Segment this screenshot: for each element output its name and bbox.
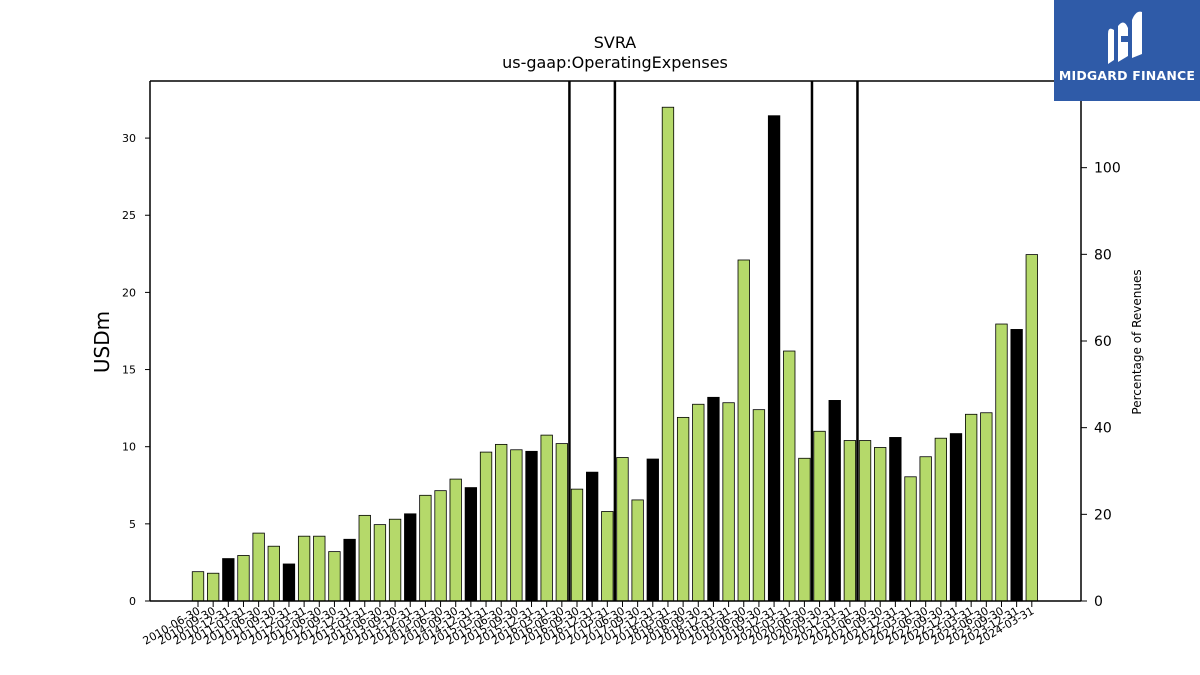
bar-2010-09-30 bbox=[207, 572, 220, 602]
logo-text: MIDGARD FINANCE bbox=[1058, 68, 1196, 83]
bar-2013-06-30 bbox=[373, 524, 387, 602]
bar-2011-03-31 bbox=[237, 555, 250, 602]
bar-2016-12-31 bbox=[586, 471, 599, 602]
bar-2020-12-31 bbox=[828, 400, 841, 602]
bar-2013-12-31 bbox=[404, 513, 417, 602]
y-right-tick-label: 80 bbox=[1094, 247, 1112, 263]
y-tick-label: 25 bbox=[122, 209, 136, 222]
bar-2019-09-30 bbox=[752, 409, 766, 602]
bar-2012-09-30 bbox=[328, 551, 341, 602]
bar-2022-03-31 bbox=[904, 476, 917, 602]
right-y-ticks: 0 20 40 60 80 100 bbox=[1081, 161, 1121, 610]
bar-2017-03-31 bbox=[601, 511, 614, 602]
bar-2011-09-30 bbox=[267, 545, 280, 602]
y-right-tick-label: 20 bbox=[1094, 507, 1112, 523]
bar-2021-03-31 bbox=[843, 440, 857, 602]
bar-2013-09-30 bbox=[388, 518, 402, 602]
bar-2019-06-30 bbox=[737, 259, 750, 602]
bar-2018-03-31 bbox=[661, 106, 675, 602]
bar-2014-03-31 bbox=[419, 494, 432, 602]
bars-group bbox=[191, 106, 1038, 602]
y-tick-label: 30 bbox=[122, 132, 136, 145]
bar-2011-06-30 bbox=[252, 532, 265, 602]
bar-2010-06-30 bbox=[191, 571, 205, 602]
bar-2020-03-31 bbox=[783, 350, 796, 602]
bar-2020-09-30 bbox=[813, 430, 826, 602]
chart-subtitle: us-gaap:OperatingExpenses bbox=[502, 53, 728, 72]
bar-2012-06-30 bbox=[313, 535, 326, 602]
bar-2010-12-31 bbox=[222, 558, 235, 602]
bar-2012-03-31 bbox=[297, 535, 311, 602]
y-right-tick-label: 0 bbox=[1094, 594, 1103, 610]
y-right-tick-label: 40 bbox=[1094, 421, 1112, 437]
bar-2014-12-31 bbox=[464, 487, 478, 602]
bar-2012-12-31 bbox=[343, 538, 356, 602]
bar-2021-09-30 bbox=[874, 447, 887, 602]
bar-2022-06-30 bbox=[919, 456, 932, 602]
y-axis-right-label: Percentage of Revenues bbox=[1130, 269, 1144, 414]
period-markers bbox=[568, 81, 859, 601]
bar-2014-06-30 bbox=[434, 490, 447, 602]
midgard-finance-logo: MIDGARD FINANCE bbox=[1054, 0, 1200, 101]
bar-2015-12-31 bbox=[525, 450, 538, 602]
bar-2019-12-31 bbox=[767, 115, 781, 602]
bar-2018-12-31 bbox=[707, 396, 720, 602]
y-tick-label: 15 bbox=[122, 364, 136, 377]
chart-title: SVRA bbox=[594, 33, 637, 52]
y-right-tick-label: 100 bbox=[1094, 161, 1121, 177]
bar-2019-03-31 bbox=[722, 402, 735, 602]
y-right-tick-label: 60 bbox=[1094, 334, 1112, 350]
left-y-ticks: 0 5 10 15 20 25 30 bbox=[122, 132, 150, 608]
bar-2016-06-30 bbox=[555, 443, 568, 602]
bar-2022-09-30 bbox=[934, 437, 947, 602]
bar-2023-06-30 bbox=[980, 412, 993, 602]
bar-2014-09-30 bbox=[449, 478, 462, 602]
bar-2017-12-31 bbox=[646, 458, 659, 602]
bar-2017-06-30 bbox=[616, 457, 629, 602]
bar-2018-09-30 bbox=[692, 403, 705, 602]
bar-2017-09-30 bbox=[631, 499, 644, 602]
y-tick-label: 10 bbox=[122, 441, 136, 454]
bar-2023-09-30 bbox=[995, 323, 1008, 602]
bar-2023-12-31 bbox=[1010, 329, 1023, 602]
bar-2015-09-30 bbox=[510, 449, 523, 602]
y-tick-label: 20 bbox=[122, 286, 136, 299]
midgard-m-logo-icon bbox=[1108, 11, 1142, 65]
bar-2011-12-31 bbox=[282, 563, 296, 602]
bar-2021-12-31 bbox=[889, 437, 902, 602]
bar-2018-06-30 bbox=[676, 416, 690, 602]
bar-2021-06-30 bbox=[858, 440, 872, 602]
bar-2024-03-31 bbox=[1025, 254, 1038, 602]
bar-2020-06-30 bbox=[798, 457, 811, 602]
bar-2013-03-31 bbox=[358, 514, 371, 602]
bar-2016-09-30 bbox=[570, 488, 584, 602]
y-axis-label: USDm bbox=[90, 311, 114, 373]
bar-2023-03-31 bbox=[965, 413, 978, 602]
bar-2015-03-31 bbox=[479, 451, 493, 602]
bar-2015-06-30 bbox=[495, 443, 508, 602]
bar-2016-03-31 bbox=[540, 434, 553, 602]
y-tick-label: 0 bbox=[129, 595, 136, 608]
x-ticks: 2010-06-302010-09-302010-12-312011-03-31… bbox=[141, 601, 1036, 648]
y-tick-label: 5 bbox=[129, 518, 136, 531]
bar-2022-12-31 bbox=[949, 433, 963, 602]
